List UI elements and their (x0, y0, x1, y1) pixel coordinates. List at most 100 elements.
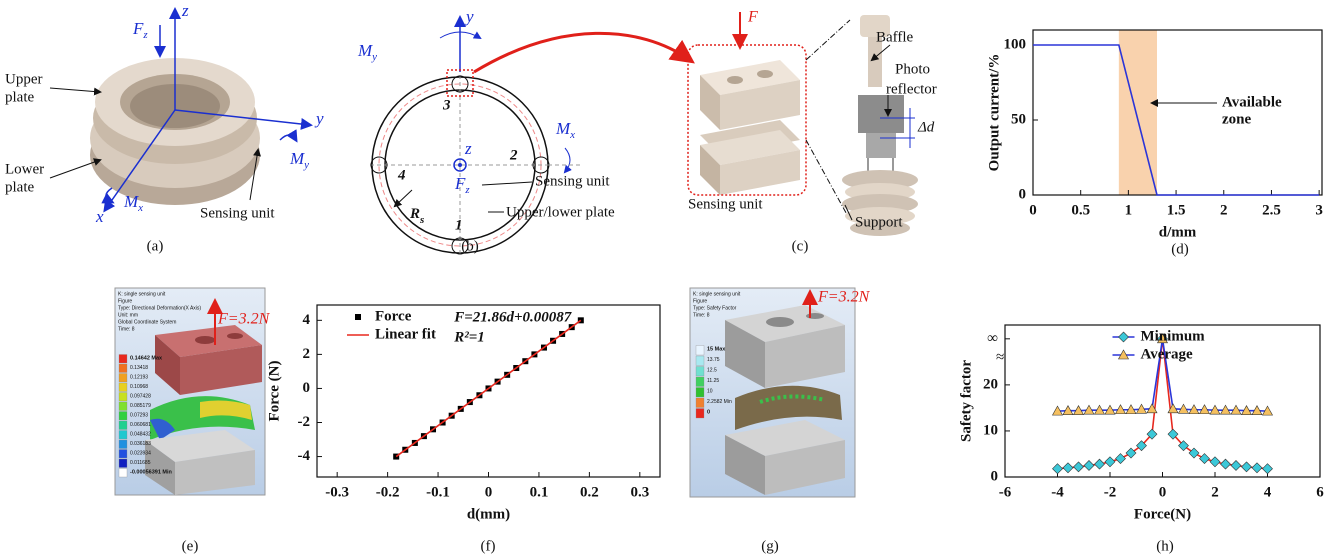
point (1189, 448, 1199, 458)
legend-swatch (119, 459, 127, 468)
point (1095, 459, 1105, 469)
x-tick-label: 6 (1316, 484, 1324, 500)
symbol: M (123, 192, 139, 211)
legend-value: 0.048432 (130, 431, 151, 437)
chart: -6-4-2024601020∞Force(N)Safety factorMin… (958, 325, 1324, 522)
axes-shape (106, 188, 112, 202)
x-tick-label: -4 (1051, 484, 1064, 500)
y-tick-label: ∞ (987, 330, 998, 346)
x-axis-label: d(mm) (467, 506, 510, 522)
symbol: M (555, 119, 571, 138)
fea-info-line: Time: 8 (118, 326, 135, 332)
callouts-shape (50, 160, 100, 178)
y-tick-label: 10 (983, 422, 998, 438)
legend-swatch (119, 364, 127, 373)
legend-swatch (696, 346, 704, 356)
legend-value: 10 (707, 388, 713, 394)
x-tick-label: 0.3 (630, 484, 649, 500)
symbol: F (454, 174, 466, 193)
series-line (1033, 45, 1319, 195)
legend-value: 0.10968 (130, 384, 148, 390)
annotation: R²=1 (453, 329, 485, 345)
point (1119, 332, 1129, 342)
plate-diagram-shape (482, 182, 532, 185)
subscript: z (142, 29, 148, 41)
subscript: y (303, 159, 309, 171)
part-label: Baffle (876, 29, 914, 45)
symbol: M (357, 41, 373, 60)
y-axis-label: Force (N) (266, 361, 282, 422)
y-axis-label: Safety factor (958, 360, 974, 442)
unit-render-shape (727, 76, 743, 84)
point (1126, 448, 1136, 458)
legend-value: 12.5 (707, 367, 717, 373)
legend-swatch (119, 450, 127, 459)
fea-info-line: Global Coordinate System (118, 319, 176, 325)
part-label: Upper/lower plate (506, 204, 615, 220)
panel-g: K: single sensing unitFigureType: Safety… (690, 288, 871, 554)
legend-swatch (119, 383, 127, 392)
gap-label: Δd (917, 119, 935, 135)
figure: z Fz y My x Mx Upper plate Lower plate S… (0, 0, 1342, 559)
symbol: R (409, 206, 420, 222)
part-label: Sensing unit (200, 205, 275, 221)
legend-swatch (119, 469, 127, 478)
x-tick-label: -0.1 (426, 484, 450, 500)
caption: (b) (461, 238, 479, 254)
point (1200, 454, 1210, 464)
caption: (c) (792, 238, 809, 254)
legend-swatch (696, 356, 704, 366)
unit-number: 3 (442, 97, 451, 113)
page: {"figure": { "a": {"z": "z", "fz": {"bas… (0, 0, 1342, 559)
part-label: plate (5, 89, 34, 105)
x-tick-label: -2 (1104, 484, 1117, 500)
unit-render-shape (806, 20, 850, 60)
unit-number: 4 (397, 167, 406, 183)
point (1221, 459, 1231, 469)
legend-swatch (119, 412, 127, 421)
fea-info-line: Type: Directional Deformation(X Axis) (118, 305, 201, 311)
axis-label: z (464, 139, 472, 158)
caption: (d) (1171, 241, 1189, 257)
unit-number: 2 (509, 147, 518, 163)
annotation: F=21.86d+0.00087 (453, 309, 572, 325)
fea-info-line: Figure (118, 298, 132, 304)
x-tick-label: 0.5 (1071, 202, 1090, 218)
y-tick-label: 0 (1019, 186, 1027, 202)
fea-render-shape (227, 333, 243, 339)
moment-label: Mx (555, 119, 575, 141)
legend-value: 0.011685 (130, 460, 151, 466)
x-tick-label: 2 (1211, 484, 1219, 500)
plate-diagram-shape (395, 190, 412, 206)
legend-value: 0.14642 Max (130, 355, 163, 361)
legend-value: 0.085179 (130, 403, 151, 409)
part-label: Support (855, 214, 903, 230)
subscript: z (464, 184, 470, 196)
fea-info-line: Figure (693, 298, 707, 304)
fea-info-line: K: single sensing unit (118, 291, 166, 297)
legend-swatch (696, 398, 704, 408)
x-tick-label: 2.5 (1262, 202, 1281, 218)
legend-swatch (119, 355, 127, 364)
y-tick-label: 20 (983, 376, 998, 392)
y-tick-label: 50 (1011, 111, 1026, 127)
fea-render (690, 288, 855, 497)
axis-label: x (95, 207, 104, 226)
part-label: reflector (886, 81, 937, 97)
y-tick-label: 4 (303, 312, 311, 328)
y-axis-label: Output current/% (986, 54, 1002, 172)
legend-value: 0.036183 (130, 441, 151, 447)
part-label: Upper (5, 71, 43, 87)
point (1231, 460, 1241, 470)
legend-value: 0.07293 (130, 412, 148, 418)
panel-b: y My Mx z Fz Rs 1 2 3 4 Sensing unit Upp… (357, 7, 690, 255)
caption: (g) (761, 538, 779, 554)
y-tick-label: 2 (303, 346, 311, 362)
fea-render-shape (806, 313, 824, 319)
x-tick-label: 0 (1159, 484, 1167, 500)
legend-value: -0.00056391 Min (130, 469, 173, 475)
point (1210, 457, 1220, 467)
symbol: M (289, 149, 305, 168)
x-tick-label: 3 (1315, 202, 1323, 218)
fea-info-line: K: single sensing unit (693, 291, 741, 297)
